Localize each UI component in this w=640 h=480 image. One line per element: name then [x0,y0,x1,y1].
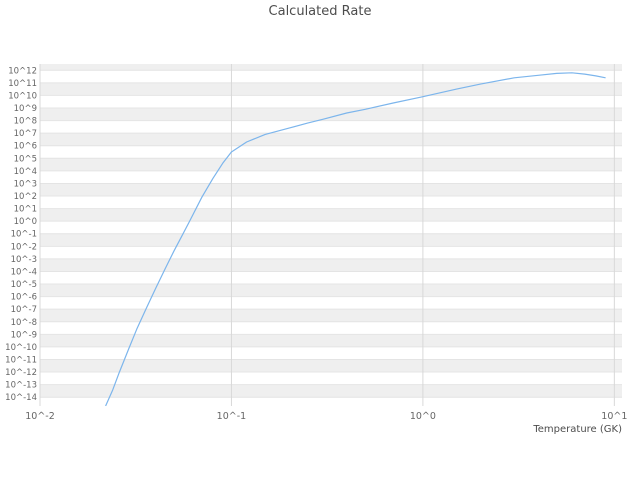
grid-band [40,271,622,285]
grid-band [40,145,622,159]
grid-band [40,158,622,171]
grid-band [40,284,622,297]
y-tick-label: 10^4 [14,167,37,177]
grid-band [40,296,622,310]
grid-band [40,108,622,121]
y-tick-label: 10^6 [14,142,37,152]
grid-band [40,133,622,146]
grid-band [40,384,622,398]
x-tick-label: 10^-1 [217,411,247,422]
grid-band [40,359,622,373]
grid-band [40,95,622,109]
y-tick-label: 10^10 [8,91,37,101]
y-tick-label: 10^-5 [11,280,37,290]
y-tick-label: 10^-13 [5,381,37,391]
grid-band [40,64,622,71]
y-tick-label: 10^-4 [11,267,37,277]
y-tick-label: 10^-12 [5,368,37,378]
grid-band [40,321,622,335]
series-line [105,72,606,406]
y-tick-label: 10^3 [14,179,37,189]
y-tick-label: 10^1 [14,205,37,215]
grid-band [40,397,622,406]
y-tick-label: 10^2 [14,192,37,202]
grid-band [40,208,622,222]
y-tick-label: 10^-7 [11,305,37,315]
y-tick-label: 10^0 [14,217,37,227]
grid-band [40,183,622,197]
grid-band [40,120,622,134]
y-tick-label: 10^-1 [11,230,37,240]
chart-title: Calculated Rate [268,4,372,19]
y-tick-label: 10^-2 [11,242,37,252]
grid-band [40,70,622,83]
y-tick-label: 10^8 [14,117,37,127]
grid-band [40,170,622,184]
y-tick-label: 10^-6 [11,293,37,303]
grid-band [40,82,622,96]
grid-band [40,309,622,322]
y-tick-label: 10^-10 [5,343,37,353]
x-tick-label: 10^0 [410,411,436,422]
y-tick-label: 10^5 [14,154,37,164]
grid-band [40,258,622,272]
grid-band [40,221,622,234]
y-tick-label: 10^-8 [11,318,37,328]
y-tick-label: 10^11 [8,79,37,89]
y-tick-label: 10^12 [8,66,37,76]
grid-band [40,233,622,247]
x-tick-label: 10^-2 [25,411,55,422]
y-tick-label: 10^-11 [5,355,37,365]
grid-band [40,246,622,259]
y-tick-label: 10^-3 [11,255,37,265]
y-tick-label: 10^-9 [11,330,37,340]
y-tick-label: 10^-14 [5,393,37,403]
grid-band [40,334,622,347]
grid-band [40,346,622,360]
x-tick-label: 10^1 [601,411,627,422]
grid-band [40,196,622,209]
y-tick-label: 10^9 [14,104,37,114]
grid-band [40,372,622,385]
y-tick-label: 10^7 [14,129,37,139]
x-axis-title: Temperature (GK) [533,424,622,435]
